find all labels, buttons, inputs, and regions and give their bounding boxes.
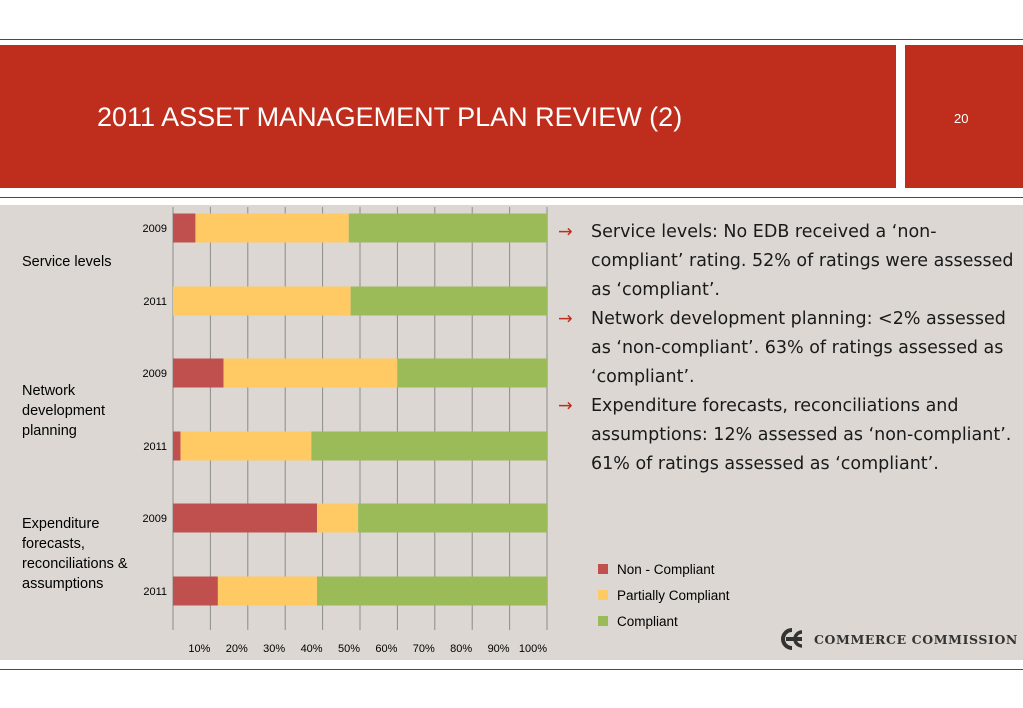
year-tick-label: 2011 [143,296,167,308]
bar-segment [180,431,312,461]
bar-segment [316,576,547,606]
arrow-icon: → [558,396,573,416]
bar-segment [358,503,547,533]
page-number: 20 [954,111,969,126]
x-tick-label: 60% [375,643,397,655]
x-tick-label: 50% [338,643,360,655]
bar-segment [173,576,218,606]
legend-swatch [598,616,608,626]
header-bottom-rule [0,197,1023,198]
bottom-rule [0,669,1023,670]
bullet-service-levels: → Service levels: No EDB received a ‘non… [558,218,1018,305]
bar-segment [173,503,317,533]
commerce-commission-logo: COMMERCE COMMISSION [778,627,1018,651]
year-tick-label: 2009 [143,513,167,525]
group-label-service-levels: Service levels [22,254,112,270]
bar-segment [173,358,224,388]
x-tick-label: 80% [450,643,472,655]
bar-segment [316,503,359,533]
stacked-bar-chart: 2009 2011 2009 2011 2009 2011 10% 20% 30% 40% 50% 6… [143,207,548,655]
bullet-expenditure-forecasts: → Expenditure forecasts, reconciliations… [558,392,1018,479]
commerce-commission-logo-icon [781,628,803,650]
x-tick-label: 100% [519,643,547,655]
slide-title: 2011 ASSET MANAGEMENT PLAN REVIEW (2) [97,102,683,132]
top-rule [0,39,1023,40]
x-tick-label: 90% [488,643,510,655]
legend-item-partially-compliant: Partially Compliant [598,582,730,608]
year-tick-label: 2011 [143,586,167,598]
bullet-list: → Service levels: No EDB received a ‘non… [558,218,1018,479]
chart-legend: Non - Compliant Partially Compliant Comp… [598,556,730,634]
legend-label: Compliant [617,613,678,629]
x-tick-label: 10% [188,643,210,655]
bullet-text: Service levels: No EDB received a ‘non-c… [591,222,1014,300]
group-label-expenditure-forecasts: Expenditure forecasts, reconciliations &… [22,516,128,592]
legend-item-compliant: Compliant [598,608,730,634]
x-tick-label: 70% [413,643,435,655]
arrow-icon: → [558,222,573,242]
legend-label: Non - Compliant [617,561,715,577]
bullet-text: Expenditure forecasts, reconciliations a… [591,396,1012,474]
bar-segment [195,213,349,243]
legend-swatch [598,564,608,574]
x-tick-label: 30% [263,643,285,655]
logo-text: COMMERCE COMMISSION [814,631,1018,647]
bar-segment [173,286,351,316]
year-tick-label: 2009 [143,368,167,380]
bar-segment [397,358,547,388]
group-label-network-development: Network development planning [22,383,106,439]
bar-segment [173,431,181,461]
x-tick-label: 40% [301,643,323,655]
page-number-banner [905,45,1023,188]
bullet-network-development: → Network development planning: <2% asse… [558,305,1018,392]
legend-swatch [598,590,608,600]
legend-label: Partially Compliant [617,587,730,603]
bar-segment [223,358,398,388]
year-tick-label: 2009 [143,223,167,235]
x-tick-label: 20% [226,643,248,655]
bar-segment [348,213,547,243]
arrow-icon: → [558,309,573,329]
bar-segment [217,576,317,606]
bar-segment [311,431,547,461]
title-banner [0,45,896,188]
bullet-text: Network development planning: <2% assess… [591,309,1006,387]
legend-item-non-compliant: Non - Compliant [598,556,730,582]
year-tick-label: 2011 [143,441,167,453]
bar-segment [173,213,196,243]
bar-segment [350,286,547,316]
